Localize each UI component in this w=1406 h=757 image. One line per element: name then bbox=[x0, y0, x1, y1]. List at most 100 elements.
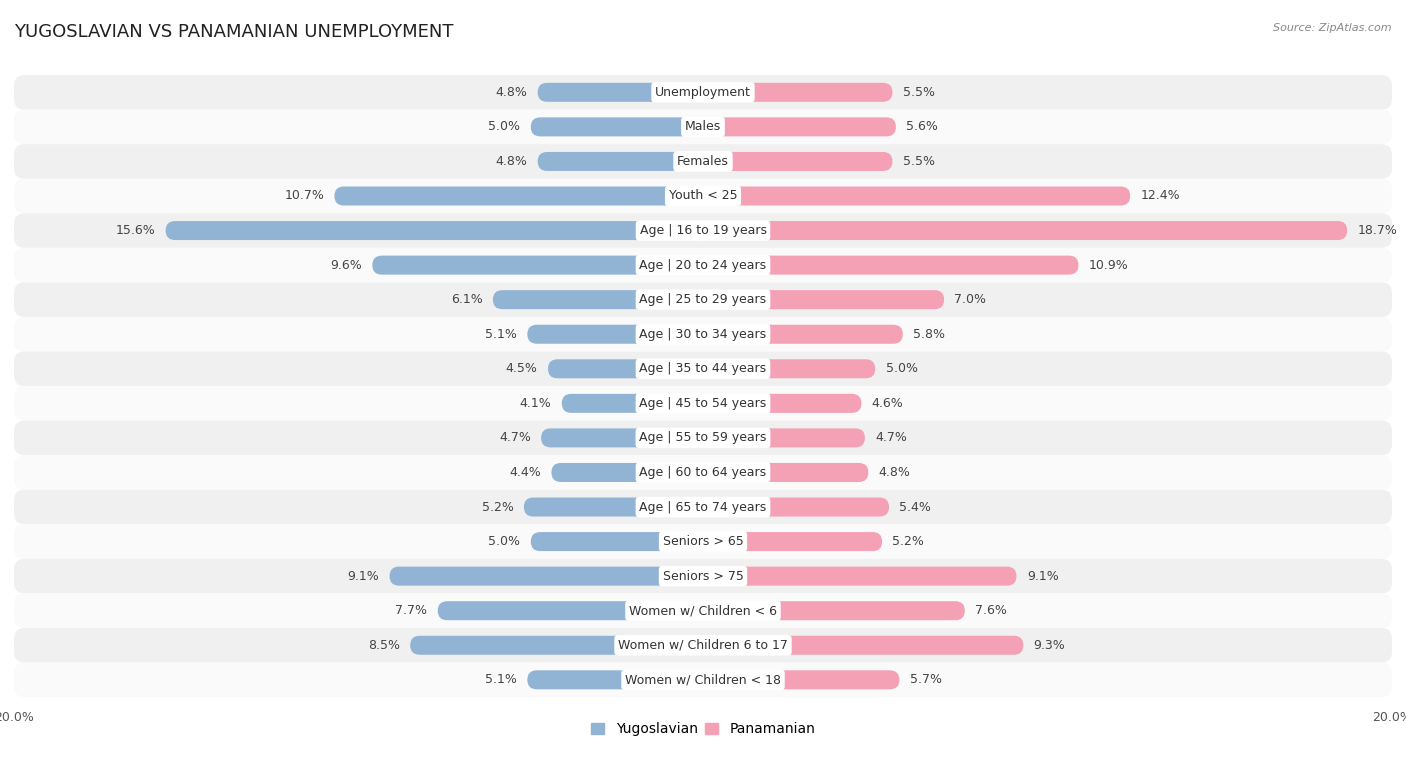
Text: Females: Females bbox=[678, 155, 728, 168]
FancyBboxPatch shape bbox=[703, 83, 893, 102]
FancyBboxPatch shape bbox=[537, 83, 703, 102]
FancyBboxPatch shape bbox=[14, 75, 1392, 110]
Text: 4.4%: 4.4% bbox=[509, 466, 541, 479]
Text: 9.3%: 9.3% bbox=[1033, 639, 1066, 652]
FancyBboxPatch shape bbox=[437, 601, 703, 620]
Text: 5.4%: 5.4% bbox=[900, 500, 931, 513]
Text: 10.7%: 10.7% bbox=[284, 189, 323, 202]
FancyBboxPatch shape bbox=[14, 144, 1392, 179]
FancyBboxPatch shape bbox=[541, 428, 703, 447]
FancyBboxPatch shape bbox=[389, 567, 703, 586]
Text: Age | 30 to 34 years: Age | 30 to 34 years bbox=[640, 328, 766, 341]
Text: 5.5%: 5.5% bbox=[903, 86, 935, 99]
Text: 5.1%: 5.1% bbox=[485, 328, 517, 341]
Text: Youth < 25: Youth < 25 bbox=[669, 189, 737, 202]
Text: 7.7%: 7.7% bbox=[395, 604, 427, 617]
Text: 6.1%: 6.1% bbox=[451, 293, 482, 306]
FancyBboxPatch shape bbox=[703, 360, 875, 378]
FancyBboxPatch shape bbox=[531, 117, 703, 136]
Text: 4.5%: 4.5% bbox=[506, 363, 537, 375]
FancyBboxPatch shape bbox=[14, 248, 1392, 282]
FancyBboxPatch shape bbox=[537, 152, 703, 171]
Text: 4.7%: 4.7% bbox=[499, 431, 531, 444]
Text: Women w/ Children < 6: Women w/ Children < 6 bbox=[628, 604, 778, 617]
FancyBboxPatch shape bbox=[373, 256, 703, 275]
Text: 9.1%: 9.1% bbox=[1026, 570, 1059, 583]
FancyBboxPatch shape bbox=[494, 290, 703, 309]
Text: Age | 55 to 59 years: Age | 55 to 59 years bbox=[640, 431, 766, 444]
Text: Seniors > 75: Seniors > 75 bbox=[662, 570, 744, 583]
FancyBboxPatch shape bbox=[703, 221, 1347, 240]
FancyBboxPatch shape bbox=[703, 567, 1017, 586]
FancyBboxPatch shape bbox=[703, 601, 965, 620]
FancyBboxPatch shape bbox=[14, 110, 1392, 144]
Text: 18.7%: 18.7% bbox=[1358, 224, 1398, 237]
Text: 4.7%: 4.7% bbox=[875, 431, 907, 444]
Text: 10.9%: 10.9% bbox=[1088, 259, 1129, 272]
FancyBboxPatch shape bbox=[411, 636, 703, 655]
FancyBboxPatch shape bbox=[703, 428, 865, 447]
Text: 4.8%: 4.8% bbox=[495, 155, 527, 168]
Text: 5.7%: 5.7% bbox=[910, 673, 942, 687]
Text: 4.1%: 4.1% bbox=[520, 397, 551, 410]
Text: Age | 35 to 44 years: Age | 35 to 44 years bbox=[640, 363, 766, 375]
FancyBboxPatch shape bbox=[14, 593, 1392, 628]
Text: 7.6%: 7.6% bbox=[976, 604, 1007, 617]
Text: Age | 65 to 74 years: Age | 65 to 74 years bbox=[640, 500, 766, 513]
FancyBboxPatch shape bbox=[335, 186, 703, 205]
Text: Women w/ Children < 18: Women w/ Children < 18 bbox=[626, 673, 780, 687]
Text: 15.6%: 15.6% bbox=[115, 224, 155, 237]
Text: 5.6%: 5.6% bbox=[907, 120, 938, 133]
FancyBboxPatch shape bbox=[548, 360, 703, 378]
FancyBboxPatch shape bbox=[703, 463, 869, 482]
FancyBboxPatch shape bbox=[703, 394, 862, 413]
Text: YUGOSLAVIAN VS PANAMANIAN UNEMPLOYMENT: YUGOSLAVIAN VS PANAMANIAN UNEMPLOYMENT bbox=[14, 23, 454, 41]
FancyBboxPatch shape bbox=[14, 559, 1392, 593]
FancyBboxPatch shape bbox=[703, 325, 903, 344]
FancyBboxPatch shape bbox=[703, 152, 893, 171]
Text: Age | 25 to 29 years: Age | 25 to 29 years bbox=[640, 293, 766, 306]
Text: Age | 20 to 24 years: Age | 20 to 24 years bbox=[640, 259, 766, 272]
Text: Males: Males bbox=[685, 120, 721, 133]
Text: Source: ZipAtlas.com: Source: ZipAtlas.com bbox=[1274, 23, 1392, 33]
FancyBboxPatch shape bbox=[14, 179, 1392, 213]
Text: 8.5%: 8.5% bbox=[368, 639, 399, 652]
Text: 4.8%: 4.8% bbox=[495, 86, 527, 99]
Text: 5.2%: 5.2% bbox=[893, 535, 924, 548]
FancyBboxPatch shape bbox=[703, 497, 889, 516]
FancyBboxPatch shape bbox=[531, 532, 703, 551]
FancyBboxPatch shape bbox=[551, 463, 703, 482]
FancyBboxPatch shape bbox=[14, 628, 1392, 662]
Text: 7.0%: 7.0% bbox=[955, 293, 987, 306]
FancyBboxPatch shape bbox=[703, 670, 900, 690]
Text: 5.1%: 5.1% bbox=[485, 673, 517, 687]
FancyBboxPatch shape bbox=[14, 351, 1392, 386]
FancyBboxPatch shape bbox=[14, 662, 1392, 697]
Text: 4.6%: 4.6% bbox=[872, 397, 904, 410]
FancyBboxPatch shape bbox=[14, 421, 1392, 455]
FancyBboxPatch shape bbox=[703, 636, 1024, 655]
FancyBboxPatch shape bbox=[703, 290, 945, 309]
FancyBboxPatch shape bbox=[703, 117, 896, 136]
Text: 5.8%: 5.8% bbox=[912, 328, 945, 341]
FancyBboxPatch shape bbox=[703, 186, 1130, 205]
Text: 9.1%: 9.1% bbox=[347, 570, 380, 583]
FancyBboxPatch shape bbox=[14, 490, 1392, 525]
Text: Unemployment: Unemployment bbox=[655, 86, 751, 99]
FancyBboxPatch shape bbox=[703, 256, 1078, 275]
Text: Seniors > 65: Seniors > 65 bbox=[662, 535, 744, 548]
FancyBboxPatch shape bbox=[527, 670, 703, 690]
Text: 5.5%: 5.5% bbox=[903, 155, 935, 168]
Text: 5.0%: 5.0% bbox=[488, 120, 520, 133]
FancyBboxPatch shape bbox=[703, 532, 882, 551]
Text: 4.8%: 4.8% bbox=[879, 466, 911, 479]
Text: 5.2%: 5.2% bbox=[482, 500, 513, 513]
FancyBboxPatch shape bbox=[14, 386, 1392, 421]
Legend: Yugoslavian, Panamanian: Yugoslavian, Panamanian bbox=[585, 716, 821, 742]
Text: Women w/ Children 6 to 17: Women w/ Children 6 to 17 bbox=[619, 639, 787, 652]
FancyBboxPatch shape bbox=[527, 325, 703, 344]
FancyBboxPatch shape bbox=[14, 317, 1392, 351]
FancyBboxPatch shape bbox=[562, 394, 703, 413]
Text: 12.4%: 12.4% bbox=[1140, 189, 1180, 202]
FancyBboxPatch shape bbox=[524, 497, 703, 516]
